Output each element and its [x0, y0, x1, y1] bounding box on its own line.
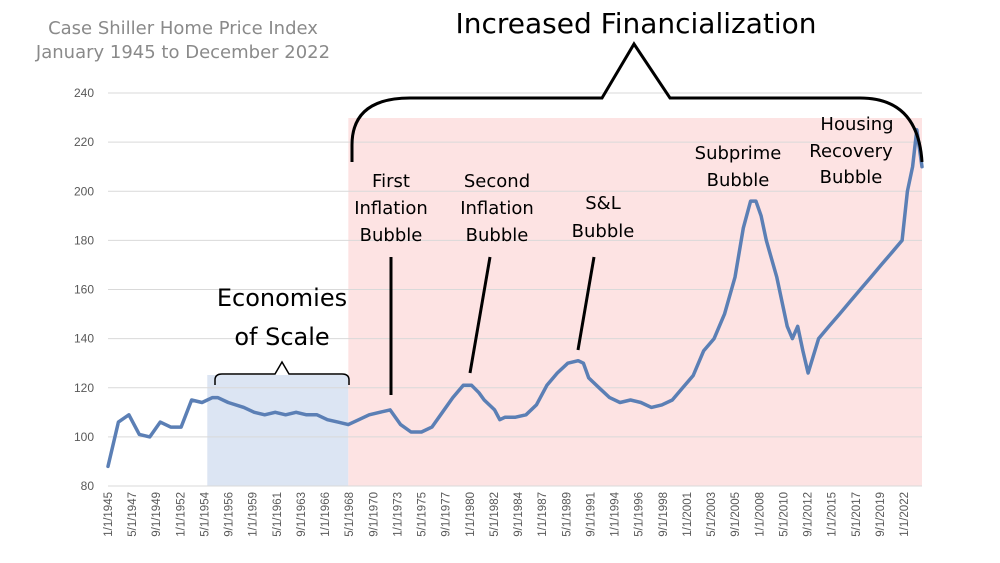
gridlines	[108, 92, 922, 487]
x-tick-label: 5/1/2010	[778, 492, 790, 537]
x-tick-label: 5/1/1947	[127, 492, 139, 537]
y-tick-label: 200	[74, 184, 94, 198]
recovery-bubble-label-line-2: Recovery	[809, 141, 893, 162]
financialization-region	[348, 118, 923, 486]
x-tick-label: 9/1/2019	[875, 492, 887, 537]
financialization-brace	[350, 41, 924, 163]
x-tick-label: 5/1/1975	[417, 492, 429, 537]
y-axis-ticks: 80 100 120 140 160 180 200 220 240	[74, 86, 94, 493]
first-bubble-label-line-3: Bubble	[360, 225, 423, 246]
x-tick-label: 1/1/1980	[465, 492, 477, 537]
recovery-bubble-label-line-1: Housing	[820, 114, 893, 135]
y-tick-label: 100	[74, 430, 94, 444]
y-tick-label: 140	[74, 332, 94, 346]
x-tick-label: 9/1/1984	[513, 491, 525, 536]
x-axis-ticks: 1/1/1945 5/1/1947 9/1/1949 1/1/1952 5/1/1954…	[103, 491, 911, 536]
first-bubble-label-line-2: Inflation	[354, 198, 428, 219]
recovery-bubble-label-line-3: Bubble	[820, 167, 883, 188]
x-tick-label: 5/1/1954	[199, 491, 211, 536]
second-bubble-label-line-2: Inflation	[460, 198, 534, 219]
sl-bubble-label-line-2: Bubble	[572, 221, 635, 242]
economies-brace	[214, 360, 350, 385]
x-tick-label: 1/1/2008	[754, 492, 766, 537]
x-tick-label: 1/1/2015	[827, 492, 839, 537]
x-tick-label: 9/1/1963	[296, 492, 308, 537]
x-tick-label: 1/1/1987	[537, 492, 549, 537]
sl-bubble-pointer	[576, 256, 596, 351]
chart-title-line-2: January 1945 to December 2022	[35, 42, 330, 63]
x-tick-label: 1/1/1952	[175, 492, 187, 537]
x-tick-label: 9/1/1998	[658, 492, 670, 537]
y-tick-label: 80	[81, 479, 95, 493]
series-line-case-shiller	[106, 128, 924, 469]
x-tick-label: 1/1/1973	[392, 492, 404, 537]
x-tick-label: 5/1/1961	[272, 492, 284, 537]
x-tick-label: 9/1/1956	[224, 492, 236, 537]
x-tick-label: 5/1/1968	[344, 492, 356, 537]
second-bubble-label-line-3: Bubble	[466, 225, 529, 246]
x-tick-label: 1/1/1994	[610, 491, 622, 536]
second-bubble-pointer	[468, 256, 492, 374]
economies-of-scale-region	[207, 375, 349, 486]
subprime-bubble-label-line-2: Bubble	[707, 170, 770, 191]
x-tick-label: 9/1/1949	[151, 492, 163, 537]
x-tick-label: 9/1/1970	[368, 492, 380, 537]
x-tick-label: 1/1/1966	[320, 492, 332, 537]
first-bubble-label-line-1: First	[372, 171, 410, 192]
economies-label-line-2: of Scale	[234, 323, 329, 351]
economies-label-line-1: Economies	[217, 284, 347, 312]
x-tick-label: 5/1/2003	[706, 492, 718, 537]
financialization-label: Increased Financialization	[455, 7, 816, 40]
subprime-bubble-label-line-1: Subprime	[695, 143, 782, 164]
x-tick-label: 1/1/1959	[248, 492, 260, 537]
x-tick-label: 5/1/1982	[489, 492, 501, 537]
chart-title-line-1: Case Shiller Home Price Index	[48, 18, 318, 39]
y-tick-label: 160	[74, 283, 94, 297]
x-tick-label: 1/1/1945	[103, 492, 115, 537]
x-tick-label: 5/1/2017	[851, 492, 863, 537]
sl-bubble-label-line-1: S&L	[585, 193, 621, 214]
x-tick-label: 1/1/2022	[899, 492, 911, 537]
x-tick-label: 5/1/1989	[561, 492, 573, 537]
x-tick-label: 1/1/2001	[682, 492, 694, 537]
y-tick-label: 220	[74, 135, 94, 149]
y-tick-label: 180	[74, 233, 94, 247]
y-tick-label: 120	[74, 381, 94, 395]
x-tick-label: 9/1/1977	[441, 492, 453, 537]
x-tick-label: 9/1/2012	[803, 492, 815, 537]
x-tick-label: 9/1/2005	[730, 492, 742, 537]
x-tick-label: 5/1/1996	[634, 492, 646, 537]
y-tick-label: 240	[74, 86, 94, 100]
x-tick-label: 9/1/1991	[585, 492, 597, 537]
second-bubble-label-line-1: Second	[464, 171, 530, 192]
